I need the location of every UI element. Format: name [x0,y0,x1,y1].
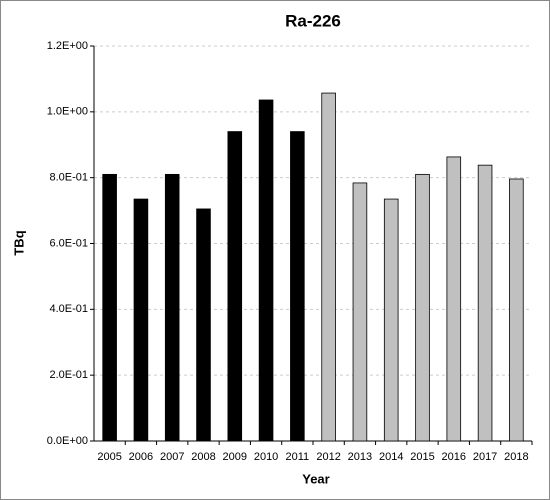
y-tick-label: 6.0E-01 [49,237,88,249]
x-tick-label: 2016 [442,451,466,463]
bar [477,164,493,442]
x-tick-label: 2008 [191,451,215,463]
y-tick-label: 1.2E+00 [47,40,88,52]
bar [133,198,149,442]
x-axis-title: Year [302,471,329,486]
bar [352,182,368,442]
bar [415,173,430,442]
x-tick-label: 2009 [223,451,247,463]
y-tick-label: 4.0E-01 [49,303,88,315]
x-tick-label: 2018 [504,451,528,463]
x-tick-label: 2006 [129,451,153,463]
x-tick-label: 2011 [286,451,310,463]
bar [102,173,117,442]
x-tick-label: 2017 [473,451,497,463]
x-tick-label: 2015 [410,451,434,463]
y-tick-label: 8.0E-01 [49,172,88,184]
x-tick-label: 2013 [348,451,372,463]
bar [227,131,243,442]
bar [196,208,211,442]
x-tick-label: 2005 [97,451,121,463]
bar [446,156,462,442]
y-tick-label: 0.0E+00 [47,435,88,447]
bar [258,99,274,442]
bar [321,92,336,442]
chart-title: Ra-226 [285,11,341,30]
bar [164,173,180,442]
x-tick-label: 2014 [379,451,403,463]
y-tick-label: 1.0E+00 [47,106,88,118]
x-tick-label: 2012 [316,451,340,463]
y-axis-title: TBq [11,230,26,255]
bar [290,131,305,442]
bar [509,178,524,442]
y-tick-label: 2.0E-01 [49,369,88,381]
x-tick-label: 2007 [160,451,184,463]
x-tick-label: 2010 [254,451,278,463]
bar [383,198,399,442]
